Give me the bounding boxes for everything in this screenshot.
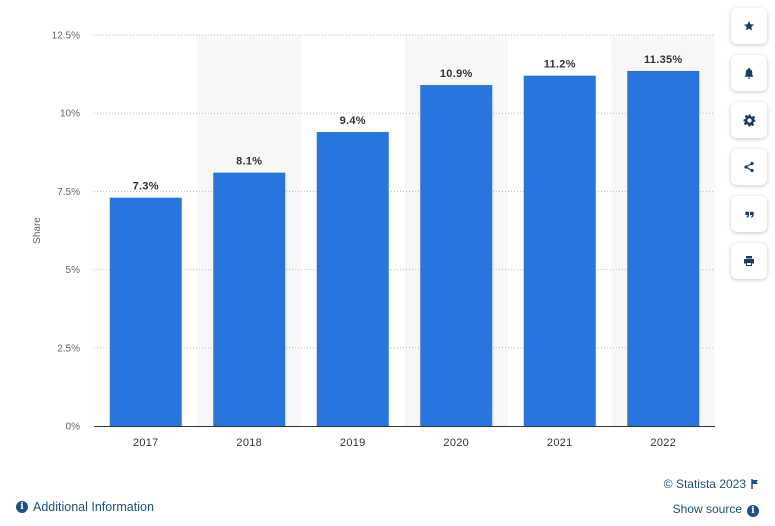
y-tick-label: 5% (66, 265, 81, 276)
star-icon (744, 21, 754, 31)
bar-2020[interactable] (420, 85, 493, 426)
statista-credit-link[interactable]: © Statista 2023 (663, 477, 746, 491)
flag-icon (751, 479, 758, 489)
y-axis-ticks: 0% 2.5% 5% 7.5% 10% 12.5% (52, 31, 80, 433)
statista-credit: © Statista 2023 (664, 477, 759, 491)
data-label-2018: 8.1% (236, 156, 262, 168)
y-tick-label: 0% (66, 422, 81, 433)
show-source-link[interactable]: Show source i (673, 502, 759, 517)
data-label-2022: 11.35% (644, 54, 683, 66)
quote-icon (744, 211, 754, 218)
y-axis-title: Share (32, 217, 43, 244)
additional-information-label: Additional Information (33, 500, 154, 514)
chart-bars (109, 70, 700, 427)
data-label-2020: 10.9% (440, 68, 473, 80)
y-tick-label: 7.5% (57, 187, 80, 198)
x-tick-label-2017: 2017 (133, 437, 159, 449)
show-source-label: Show source (672, 502, 742, 516)
share-icon (744, 161, 754, 173)
x-axis-ticks: 2017 2018 2019 2020 2021 2022 (133, 437, 676, 449)
bell-icon (744, 68, 754, 79)
chart-data-labels: 7.3% 8.1% 9.4% 10.9% 11.2% 11.35% (133, 54, 683, 193)
bar-2021[interactable] (523, 75, 596, 426)
y-tick-label: 12.5% (52, 31, 80, 42)
data-label-2019: 9.4% (340, 115, 366, 127)
bar-2017[interactable] (109, 197, 182, 426)
share-button[interactable] (731, 149, 767, 185)
print-icon (744, 256, 754, 266)
x-tick-label-2018: 2018 (236, 437, 262, 449)
data-label-2021: 11.2% (544, 59, 576, 71)
y-tick-label: 10% (60, 109, 80, 120)
cite-button[interactable] (731, 196, 767, 232)
data-label-2017: 7.3% (133, 181, 159, 193)
bar-2019[interactable] (316, 131, 389, 426)
y-tick-label: 2.5% (57, 343, 80, 354)
x-tick-label-2019: 2019 (340, 437, 366, 449)
bar-2018[interactable] (213, 172, 286, 426)
chart-toolbar (731, 8, 767, 290)
gear-icon (743, 114, 755, 126)
favorite-button[interactable] (731, 8, 767, 44)
print-button[interactable] (731, 243, 767, 279)
x-tick-label-2022: 2022 (650, 437, 676, 449)
x-tick-label-2020: 2020 (443, 437, 469, 449)
x-tick-label-2021: 2021 (547, 437, 573, 449)
settings-button[interactable] (731, 102, 767, 138)
info-icon: i (747, 505, 759, 517)
notification-button[interactable] (731, 55, 767, 91)
bar-2022[interactable] (627, 70, 700, 427)
info-icon: i (16, 501, 28, 513)
additional-information-link[interactable]: i Additional Information (16, 500, 154, 514)
